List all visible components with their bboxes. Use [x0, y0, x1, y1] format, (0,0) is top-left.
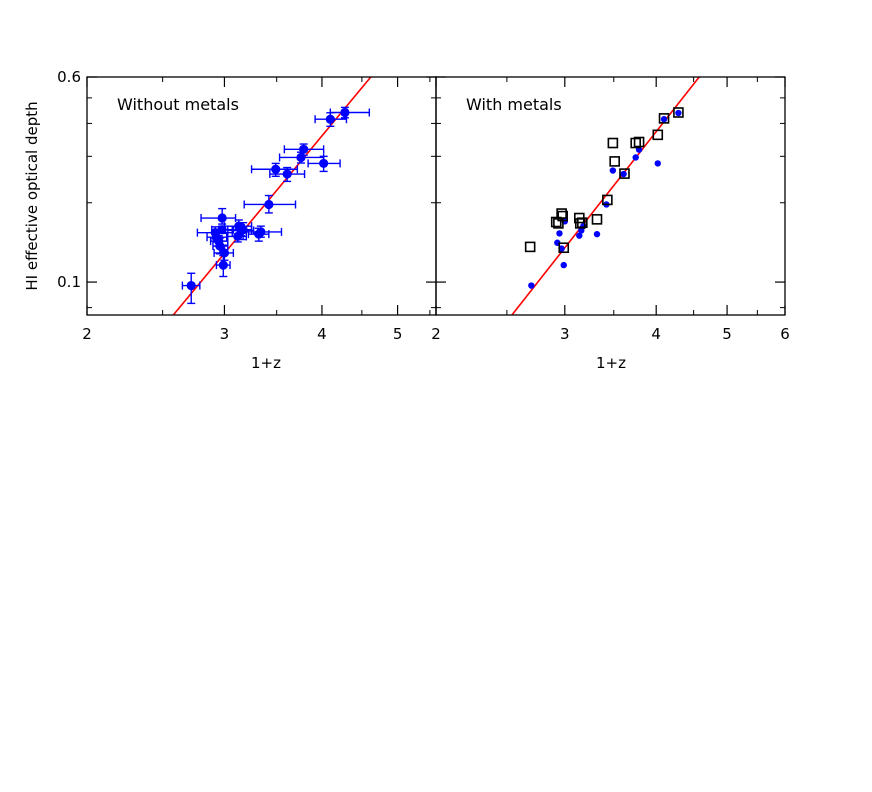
data-point: [264, 199, 274, 210]
panel-1-x-tick-labels: 2 3 4 5: [82, 325, 402, 343]
panel-2-frame: [435, 76, 786, 316]
data-point: [675, 109, 682, 117]
data-point: [217, 225, 227, 235]
square-marker: [591, 214, 603, 225]
data-point: [218, 260, 228, 270]
x-tick-label: 4: [651, 325, 661, 343]
panel-with-metals: With metals 2 3 4 5 6 1+z: [431, 76, 790, 372]
x-tick-label: 6: [780, 325, 790, 343]
data-point: [186, 280, 196, 291]
panel-2-x-tick-labels: 2 3 4 5 6: [431, 325, 790, 343]
panel-1-points: [186, 107, 350, 291]
data-point: [576, 232, 583, 239]
y-tick-label: 0.6: [57, 68, 81, 86]
data-point: [556, 230, 563, 237]
x-tick-label: 2: [82, 325, 92, 343]
data-point: [528, 282, 535, 289]
y-tick-label: 0.1: [57, 273, 81, 291]
data-point: [238, 225, 248, 235]
data-point: [620, 170, 627, 178]
square-marker: [658, 113, 670, 124]
data-point: [319, 158, 329, 169]
square-marker: [556, 208, 567, 219]
x-tick-label: 2: [431, 325, 441, 343]
data-point: [271, 164, 281, 174]
panel-2-points: [524, 107, 684, 289]
square-marker: [633, 136, 645, 148]
data-point: [215, 241, 225, 251]
square-marker: [558, 242, 570, 254]
data-point: [654, 160, 661, 167]
panel-without-metals: Without metals 2 3 4 5 0.1 0.6 1+z HI effect…: [23, 68, 437, 372]
panel-1-label: Without metals: [117, 95, 239, 114]
x-tick-label: 5: [393, 325, 403, 343]
square-marker: [652, 129, 664, 141]
square-marker: [524, 241, 536, 253]
data-point: [219, 248, 230, 258]
data-point: [325, 114, 335, 124]
x-tick-label: 5: [722, 325, 732, 343]
x-tick-label: 3: [220, 325, 230, 343]
data-point: [256, 227, 266, 237]
panel-1-y-tick-labels: 0.1 0.6: [57, 68, 81, 291]
square-marker: [673, 107, 684, 118]
data-point: [632, 154, 639, 161]
square-marker: [619, 168, 630, 179]
square-marker: [630, 137, 641, 149]
panel-2-x-axis-label: 1+z: [596, 354, 626, 372]
data-point: [660, 115, 668, 123]
data-point: [560, 261, 567, 269]
square-marker: [602, 194, 613, 206]
data-point: [609, 167, 617, 174]
square-marker: [577, 217, 588, 228]
x-tick-label: 4: [317, 325, 327, 343]
data-point: [299, 144, 309, 154]
data-point: [217, 213, 227, 223]
panel-1-error-bars: [181, 106, 371, 305]
panel-2-label: With metals: [466, 95, 562, 114]
square-marker: [550, 216, 562, 228]
data-point: [282, 169, 292, 179]
data-point: [296, 152, 306, 163]
y-axis-label: HI effective optical depth: [23, 101, 41, 290]
data-point: [593, 230, 601, 238]
data-point: [340, 107, 350, 118]
square-marker: [557, 210, 568, 222]
square-marker: [609, 156, 620, 167]
square-marker: [607, 137, 619, 149]
panel-1-x-axis-label: 1+z: [251, 354, 281, 372]
x-tick-label: 3: [560, 325, 570, 343]
